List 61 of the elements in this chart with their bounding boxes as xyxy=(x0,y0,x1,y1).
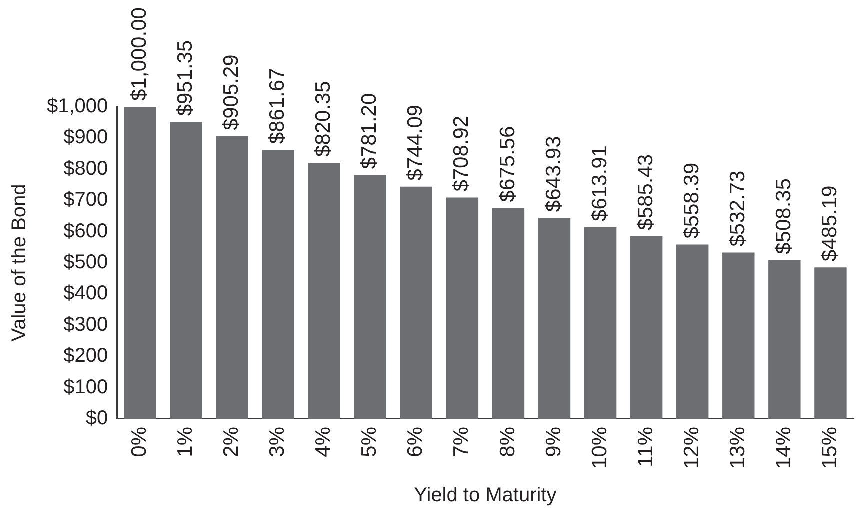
data-label: $508.35 xyxy=(772,178,796,254)
x-tick-label: 14% xyxy=(772,426,796,469)
x-tick-label: 13% xyxy=(726,426,750,469)
x-tick-label: 8% xyxy=(496,426,520,458)
x-tick-label: 4% xyxy=(312,426,336,458)
y-tick-label: $400 xyxy=(64,282,108,305)
y-tick-label: $300 xyxy=(64,314,108,336)
x-tick-label: 5% xyxy=(358,426,382,458)
bar xyxy=(538,218,571,419)
data-label: $613.91 xyxy=(588,146,612,222)
data-label: $585.43 xyxy=(634,154,658,230)
data-label: $820.35 xyxy=(312,81,336,158)
data-label: $1,000.00 xyxy=(128,8,151,101)
x-tick-label: 0% xyxy=(128,426,151,458)
y-tick-label: $0 xyxy=(86,407,108,430)
data-label: $905.29 xyxy=(220,54,244,131)
data-label: $781.20 xyxy=(358,93,382,170)
x-tick-label: 3% xyxy=(266,426,290,458)
y-tick-label: $500 xyxy=(64,252,108,274)
y-tick-label: $900 xyxy=(64,126,108,149)
bar xyxy=(262,150,294,419)
y-tick-label: $1,000 xyxy=(47,96,108,118)
x-tick-label: 9% xyxy=(542,426,566,458)
data-label: $485.19 xyxy=(818,186,842,262)
data-label: $532.73 xyxy=(726,170,750,247)
y-tick-label: $700 xyxy=(64,189,108,212)
x-tick-label: 11% xyxy=(634,426,658,468)
bar xyxy=(768,260,801,419)
bar xyxy=(124,107,156,419)
data-label: $744.09 xyxy=(404,104,428,181)
bar xyxy=(400,186,433,419)
x-tick-label: 6% xyxy=(404,426,428,458)
bar xyxy=(722,252,755,419)
bar xyxy=(630,236,663,419)
bar xyxy=(492,208,525,419)
bar xyxy=(814,268,847,419)
x-axis-title: Yield to Maturity xyxy=(414,484,557,507)
bar xyxy=(676,244,709,419)
y-tick-label: $100 xyxy=(64,376,108,398)
x-tick-label: 7% xyxy=(450,426,474,458)
data-label: $708.92 xyxy=(450,116,474,192)
data-label: $951.35 xyxy=(174,40,198,116)
bar xyxy=(446,198,479,419)
x-tick-label: 15% xyxy=(818,426,842,469)
data-label: $675.56 xyxy=(496,126,520,202)
data-label: $558.39 xyxy=(680,162,704,239)
bar xyxy=(308,163,340,419)
bar xyxy=(354,175,386,419)
bar xyxy=(170,122,202,419)
x-tick-label: 2% xyxy=(220,426,244,458)
data-label: $861.67 xyxy=(266,68,290,144)
y-tick-label: $800 xyxy=(64,158,108,180)
x-tick-label: 10% xyxy=(588,426,612,469)
bar xyxy=(584,227,617,419)
y-tick-label: $600 xyxy=(64,220,108,242)
bar xyxy=(216,136,248,419)
y-tick-label: $200 xyxy=(64,345,108,368)
x-tick-label: 1% xyxy=(174,426,198,458)
y-axis-title: Value of the Bond xyxy=(8,184,31,342)
data-label: $643.93 xyxy=(542,136,566,212)
x-tick-label: 12% xyxy=(680,426,704,469)
